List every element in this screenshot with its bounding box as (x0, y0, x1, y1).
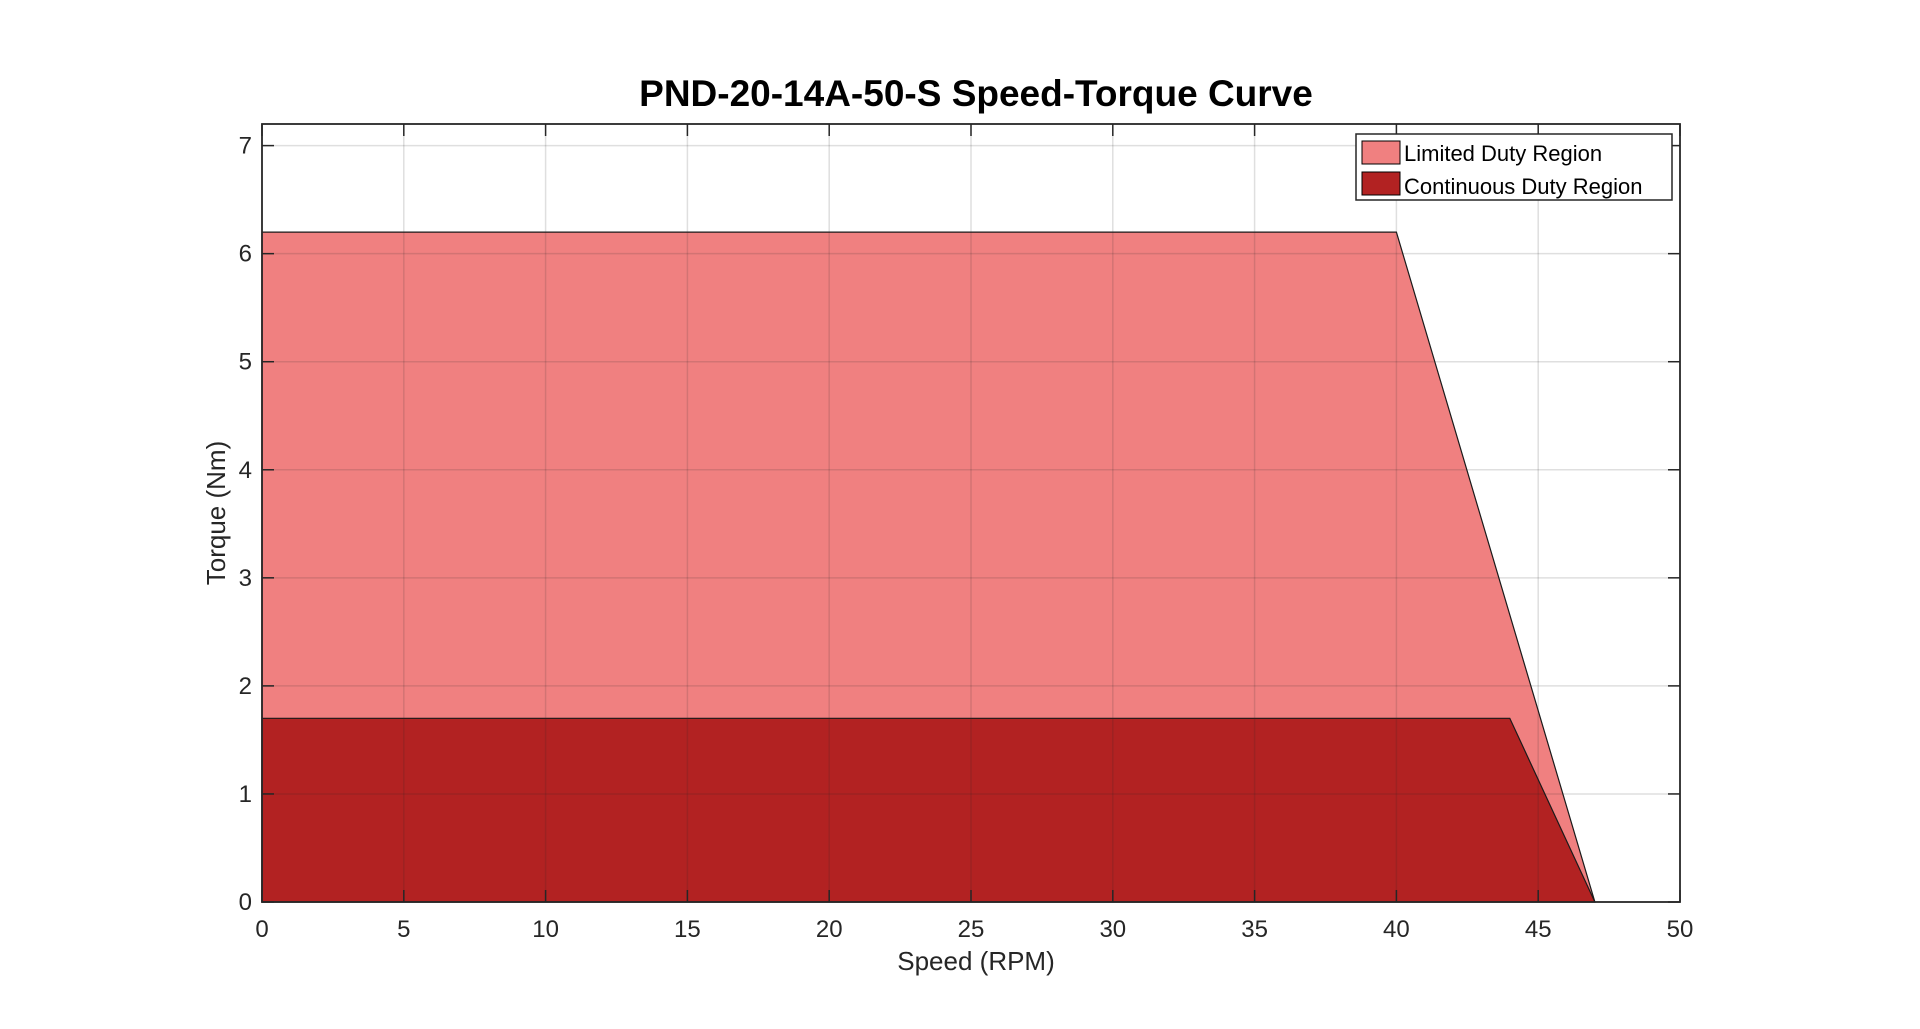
legend-label-continuous-duty: Continuous Duty Region (1404, 174, 1642, 199)
x-tick-label: 30 (1099, 916, 1126, 943)
x-tick-label: 35 (1241, 916, 1268, 943)
axes-box (261, 123, 1681, 903)
x-tick-label: 25 (958, 916, 985, 943)
chart-title: PND-20-14A-50-S Speed-Torque Curve (639, 73, 1313, 114)
y-axis-label: Torque (Nm) (201, 441, 231, 585)
x-tick-label: 40 (1383, 916, 1410, 943)
area-continuous-duty-region (261, 717, 1596, 903)
y-tick-label: 1 (239, 781, 252, 808)
axes (261, 123, 1681, 903)
x-tick-label: 20 (816, 916, 843, 943)
y-tick-label: 7 (239, 133, 252, 160)
x-tick-label: 5 (397, 916, 410, 943)
x-tick-label: 0 (255, 916, 268, 943)
x-axis-label: Speed (RPM) (897, 946, 1055, 976)
y-tick-label: 5 (239, 349, 252, 376)
legend-box (1355, 133, 1673, 201)
y-tick-label: 4 (239, 457, 252, 484)
x-tick-labels: 0 5 10 15 20 25 30 35 40 45 50 (255, 916, 1693, 943)
x-tick-label: 45 (1525, 916, 1552, 943)
series-areas (261, 231, 1596, 903)
legend-swatch-limited-duty (1361, 140, 1401, 165)
legend-swatch-continuous-duty (1361, 171, 1401, 196)
y-tick-label: 6 (239, 241, 252, 268)
x-tick-label: 15 (674, 916, 701, 943)
x-tick-label: 10 (532, 916, 559, 943)
y-tick-labels: 0 1 2 3 4 5 6 7 (239, 133, 252, 916)
y-tick-label: 0 (239, 889, 252, 916)
legend-label-limited-duty: Limited Duty Region (1404, 141, 1602, 166)
x-tick-label: 50 (1667, 916, 1694, 943)
y-tick-label: 3 (239, 565, 252, 592)
y-tick-label: 2 (239, 673, 252, 700)
legend: Limited Duty Region Continuous Duty Regi… (1355, 133, 1673, 201)
